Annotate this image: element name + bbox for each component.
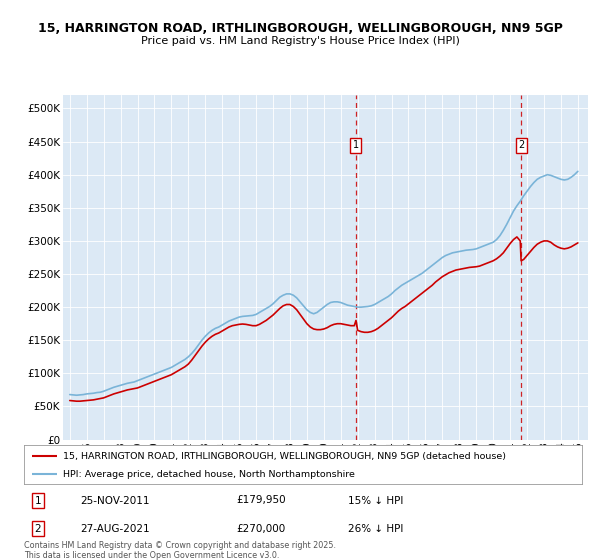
Text: 25-NOV-2011: 25-NOV-2011 xyxy=(80,496,149,506)
Text: 15, HARRINGTON ROAD, IRTHLINGBOROUGH, WELLINGBOROUGH, NN9 5GP: 15, HARRINGTON ROAD, IRTHLINGBOROUGH, WE… xyxy=(38,22,562,35)
Text: HPI: Average price, detached house, North Northamptonshire: HPI: Average price, detached house, Nort… xyxy=(63,470,355,479)
Text: 2: 2 xyxy=(518,140,524,150)
Text: 27-AUG-2021: 27-AUG-2021 xyxy=(80,524,149,534)
Text: 15% ↓ HPI: 15% ↓ HPI xyxy=(347,496,403,506)
Text: £270,000: £270,000 xyxy=(236,524,285,534)
Text: 15, HARRINGTON ROAD, IRTHLINGBOROUGH, WELLINGBOROUGH, NN9 5GP (detached house): 15, HARRINGTON ROAD, IRTHLINGBOROUGH, WE… xyxy=(63,452,506,461)
Text: 1: 1 xyxy=(35,496,41,506)
Text: £179,950: £179,950 xyxy=(236,496,286,506)
Text: 2: 2 xyxy=(35,524,41,534)
Text: Price paid vs. HM Land Registry's House Price Index (HPI): Price paid vs. HM Land Registry's House … xyxy=(140,36,460,46)
Text: 26% ↓ HPI: 26% ↓ HPI xyxy=(347,524,403,534)
Text: Contains HM Land Registry data © Crown copyright and database right 2025.
This d: Contains HM Land Registry data © Crown c… xyxy=(24,540,336,560)
Text: 1: 1 xyxy=(353,140,359,150)
